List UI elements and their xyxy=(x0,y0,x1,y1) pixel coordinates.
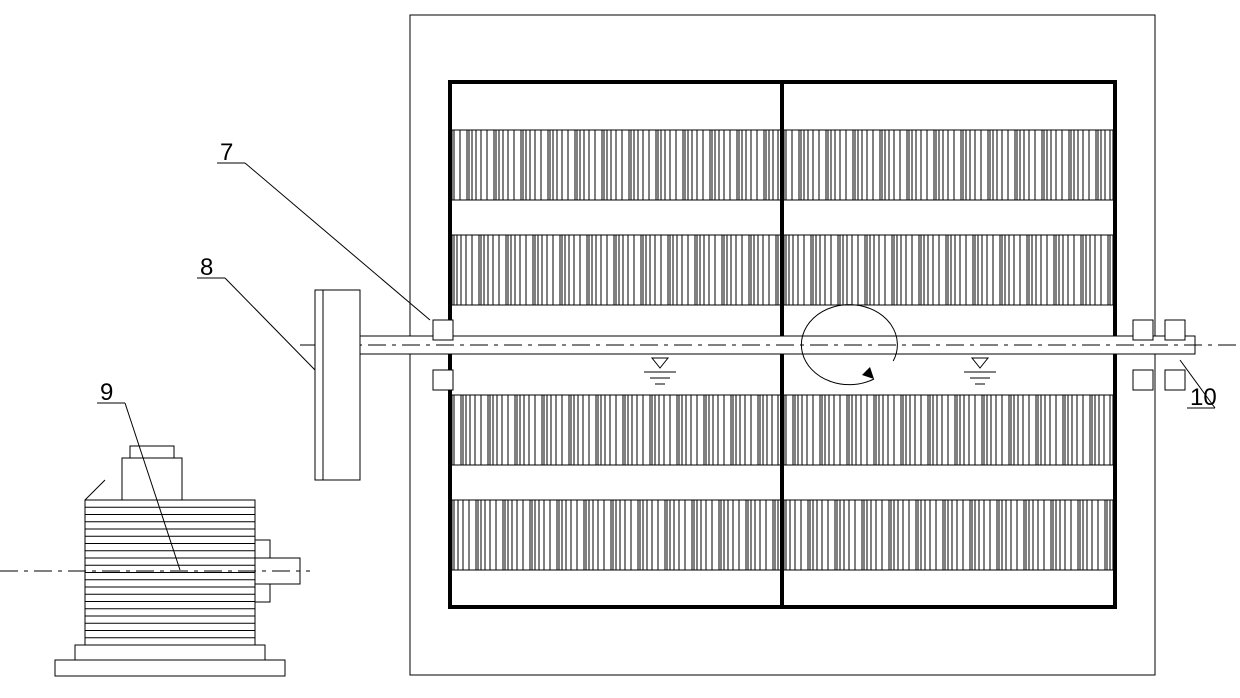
label-l8: 8 xyxy=(200,254,213,281)
label-l7: 7 xyxy=(220,139,233,166)
label-l9: 9 xyxy=(100,379,113,406)
label-l10: 10 xyxy=(1190,384,1217,411)
